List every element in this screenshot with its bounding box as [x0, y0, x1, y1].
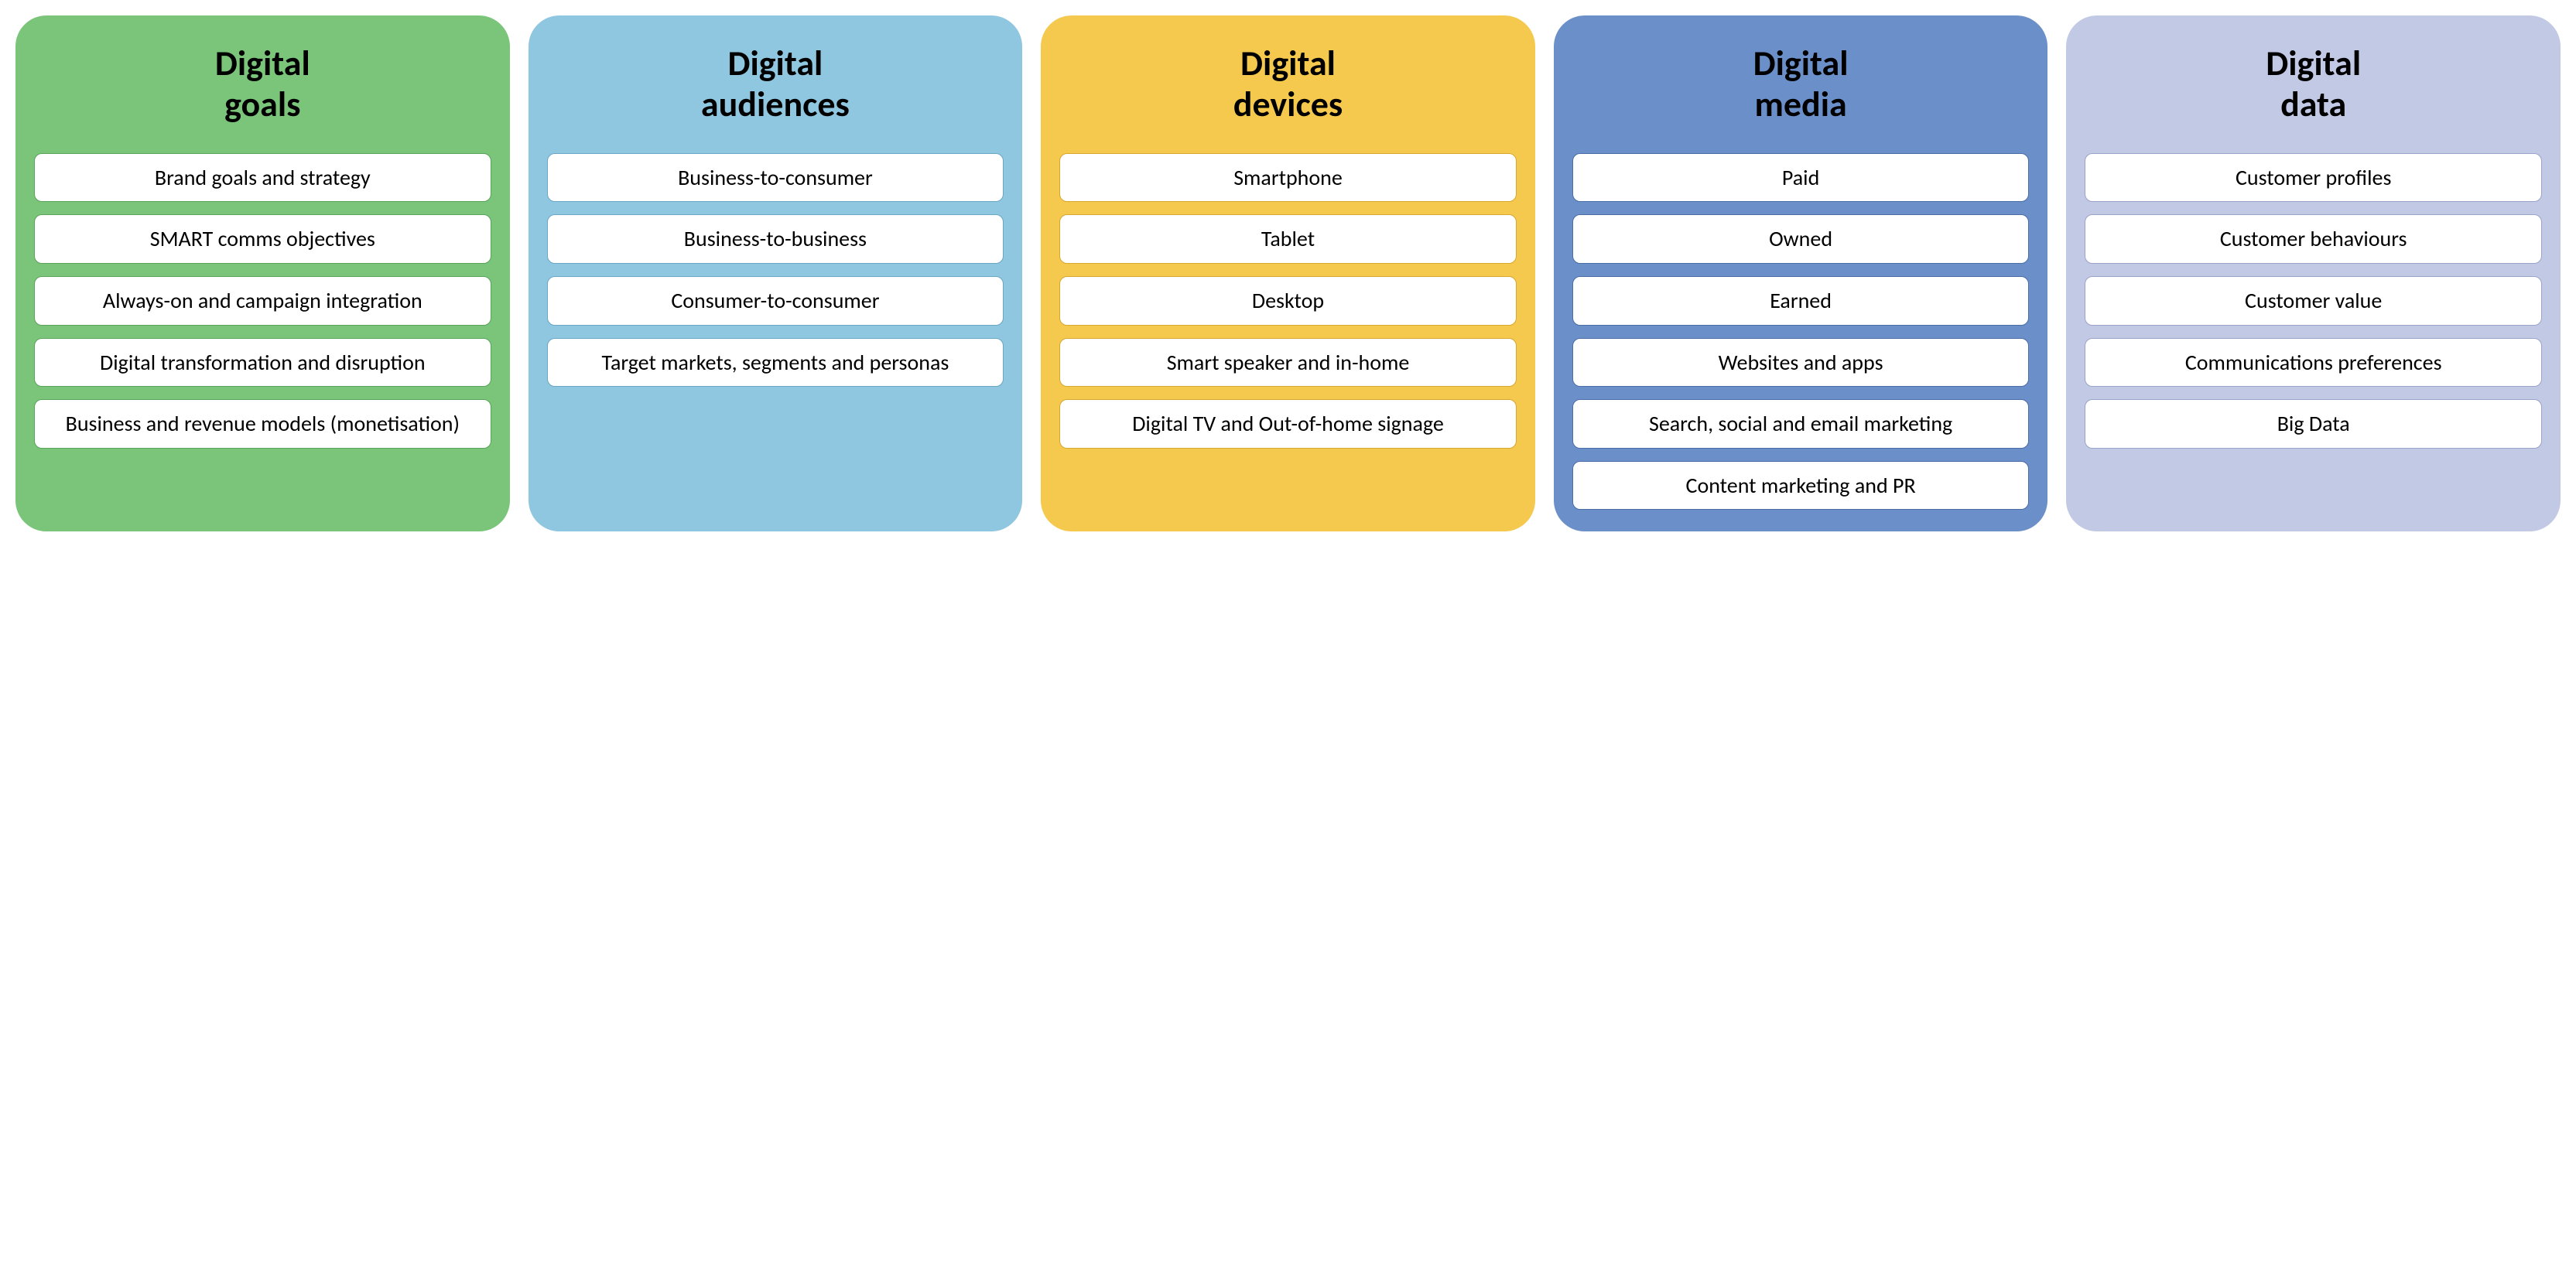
list-item: Big Data	[2085, 399, 2542, 449]
list-item: Customer value	[2085, 276, 2542, 326]
list-item: Digital transformation and disruption	[34, 338, 491, 388]
list-item: SMART comms objectives	[34, 214, 491, 264]
list-item: Communications preferences	[2085, 338, 2542, 388]
list-item: Owned	[1572, 214, 2030, 264]
list-item: Content marketing and PR	[1572, 461, 2030, 511]
items-list-digital-goals: Brand goals and strategy SMART comms obje…	[34, 153, 491, 511]
list-item: Paid	[1572, 153, 2030, 203]
column-digital-audiences: Digital audiencesBusiness-to-consumerBus…	[529, 15, 1023, 531]
items-list-digital-audiences: Business-to-consumer Business-to-business…	[547, 153, 1004, 511]
column-digital-data: Digital data Customer profiles Customer be…	[2066, 15, 2561, 531]
list-item: Search, social and email marketing	[1572, 399, 2030, 449]
items-list-digital-devices: Smartphone Tablet Desktop Smart speaker and…	[1059, 153, 1517, 511]
columns-container: Digital goals Brand goals and strategy SMA…	[15, 15, 2561, 531]
column-title-digital-media: Digital media	[1572, 43, 2030, 125]
list-item: Business-to-business	[547, 214, 1004, 264]
column-digital-media: Digital media Paid Owned Earned Websites and…	[1554, 15, 2048, 531]
list-item: Smartphone	[1059, 153, 1517, 203]
list-item: Smart speaker and in-home	[1059, 338, 1517, 388]
column-title-digital-audiences: Digital audiences	[547, 43, 1004, 125]
list-item: Customer profiles	[2085, 153, 2542, 203]
list-item: Target markets, segments and personas	[547, 338, 1004, 388]
list-item: Business and revenue models (monetisatio…	[34, 399, 491, 449]
list-item: Desktop	[1059, 276, 1517, 326]
list-item: Consumer-to-consumer	[547, 276, 1004, 326]
list-item: Tablet	[1059, 214, 1517, 264]
list-item: Websites and apps	[1572, 338, 2030, 388]
list-item: Always-on and campaign integration	[34, 276, 491, 326]
list-item: Digital TV and Out-of-home signage	[1059, 399, 1517, 449]
column-digital-devices: Digital devicesSmartphoneTabletDesktopSm…	[1041, 15, 1535, 531]
list-item: Earned	[1572, 276, 2030, 326]
list-item: Brand goals and strategy	[34, 153, 491, 203]
list-item: Business-to-consumer	[547, 153, 1004, 203]
column-digital-goals: Digital goals Brand goals and strategy SMA…	[15, 15, 510, 531]
column-title-digital-goals: Digital goals	[34, 43, 491, 125]
column-title-digital-devices: Digital devices	[1059, 43, 1517, 125]
items-list-digital-media: Paid Owned Earned Websites and apps Search, …	[1572, 153, 2030, 511]
items-list-digital-data: Customer profiles Customer behaviours Cust…	[2085, 153, 2542, 511]
list-item: Customer behaviours	[2085, 214, 2542, 264]
column-title-digital-data: Digital data	[2085, 43, 2542, 125]
